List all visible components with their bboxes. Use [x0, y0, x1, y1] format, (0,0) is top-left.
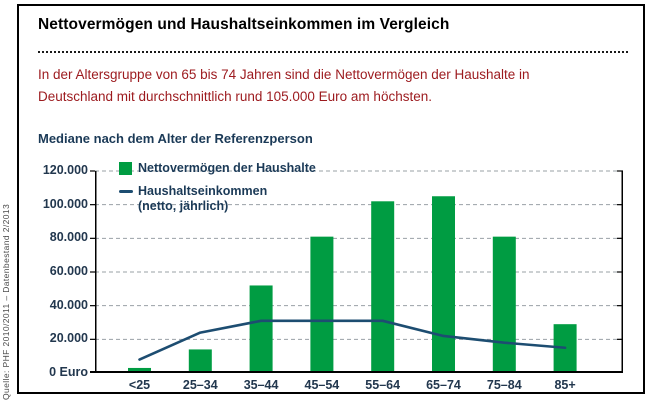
source-note: Quelle: PHF 2010/2011 – Datenbestand 2/2… — [1, 203, 11, 400]
page-title: Nettovermögen und Haushaltseinkommen im … — [38, 16, 450, 33]
dotted-divider — [38, 51, 628, 53]
bar-45–54 — [310, 236, 334, 373]
chart-frame: Nettovermögen und Haushaltseinkommen im … — [17, 4, 645, 394]
y-axis-label: 20.000 — [49, 331, 88, 346]
x-axis-label: 35–44 — [243, 378, 279, 392]
chart-plot — [90, 170, 623, 373]
subtitle-text: In der Altersgruppe von 65 bis 74 Jahren… — [38, 67, 530, 104]
bar-35–44 — [249, 285, 273, 373]
legend-line-label: Haushaltseinkommen (netto, jährlich) — [138, 183, 268, 214]
x-axis-label: 25–34 — [182, 378, 218, 392]
bar-series-swatch-icon — [119, 162, 132, 175]
y-axis-label: 40.000 — [49, 297, 88, 312]
x-axis-label: 65–74 — [426, 378, 461, 392]
line-series-marker-icon — [119, 189, 133, 194]
bar-75–84 — [492, 236, 516, 373]
y-axis-label: 120.000 — [42, 163, 88, 177]
x-axis-label: 75–84 — [486, 378, 522, 392]
legend-row-bars: Nettovermögen der Haushalte — [117, 161, 316, 177]
x-axis-label: 55–64 — [365, 378, 401, 392]
y-axis-label: 100.000 — [42, 196, 88, 211]
bar-65–74 — [432, 196, 455, 373]
y-axis-label: 80.000 — [49, 230, 88, 245]
legend-row-line: Haushaltseinkommen (netto, jährlich) — [117, 184, 316, 215]
y-axis-label: 0 Euro — [49, 365, 88, 379]
x-axis-label: 45–54 — [304, 378, 340, 392]
chart-heading: Mediane nach dem Alter der Referenzperso… — [38, 131, 313, 146]
chart-legend: Nettovermögen der Haushalte Haushaltsein… — [117, 161, 316, 222]
bar-25–34 — [188, 349, 212, 373]
x-axis-label: <25 — [128, 378, 151, 392]
x-axis-label: 85+ — [554, 378, 576, 392]
bar-55–64 — [371, 201, 395, 373]
y-axis-label: 60.000 — [49, 264, 88, 278]
chart-canvas — [90, 170, 623, 373]
legend-bar-label: Nettovermögen der Haushalte — [138, 161, 316, 175]
bar-<25 — [128, 367, 151, 373]
